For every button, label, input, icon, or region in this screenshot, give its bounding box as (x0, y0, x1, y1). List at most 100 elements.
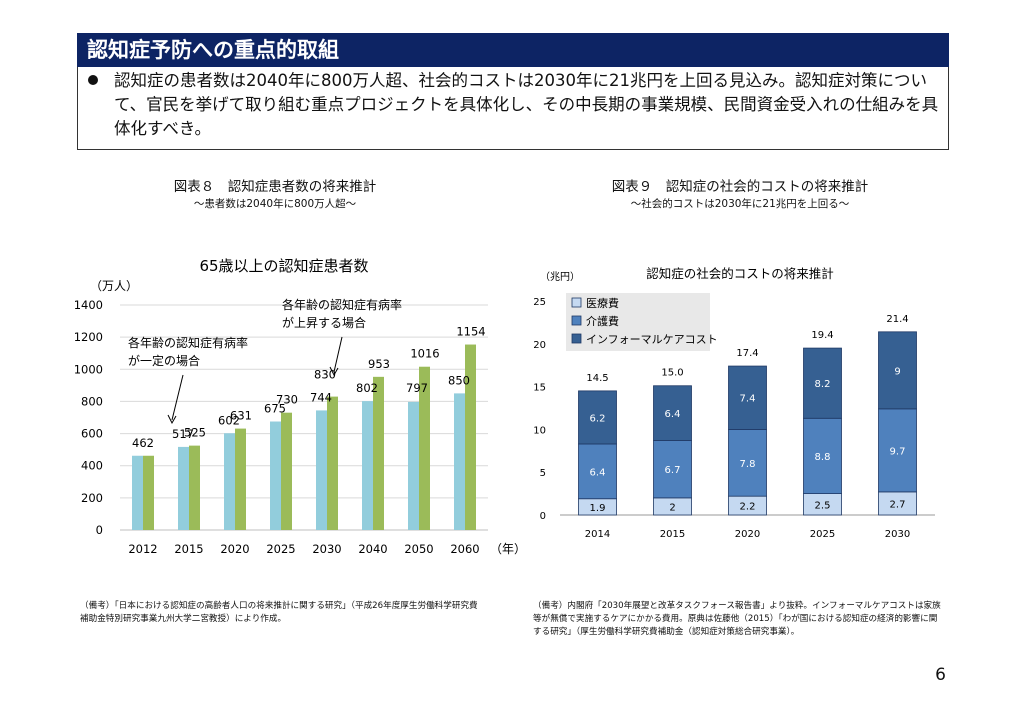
data-label: 8.8 (815, 452, 831, 463)
y-tick-label: 800 (81, 394, 103, 408)
figure8-note: （備考）「日本における認知症の高齢者人口の将来推計に関する研究」（平成26年度厚… (80, 601, 478, 624)
total-label: 15.0 (661, 368, 683, 379)
y-tick-label: 1200 (74, 330, 103, 344)
data-label: 802 (356, 381, 378, 395)
bar-care-2015 (653, 440, 692, 499)
legend-swatch-informal (571, 333, 582, 344)
legend-swatch-care (571, 315, 582, 326)
data-label: 602 (218, 413, 240, 427)
data-label: 8.2 (815, 379, 831, 390)
bar-rising-2012 (143, 455, 154, 530)
y-tick-label: 25 (533, 297, 546, 308)
bar-rising-2015 (189, 445, 200, 530)
y-tick-label: 5 (540, 468, 546, 479)
data-label: 9 (894, 366, 900, 377)
bar-constant-2040 (362, 401, 373, 530)
x-tick-label: 2040 (358, 542, 387, 556)
data-label: 953 (368, 357, 390, 371)
total-label: 17.4 (736, 348, 758, 359)
y-tick-label: 0 (540, 511, 546, 522)
annotation-arrow-rising (333, 336, 343, 373)
bar-constant-2030 (316, 410, 327, 530)
data-label: 6.4 (665, 409, 681, 420)
figure9-subtitle: ～社会的コストは2030年に21兆円を上回る～ (630, 198, 850, 210)
y-tick-label: 1000 (74, 362, 103, 376)
bar-care-2014 (578, 443, 617, 500)
y-tick-label: 20 (533, 340, 546, 351)
x-tick-label: 2030 (885, 529, 910, 540)
data-label: 6.4 (590, 467, 606, 478)
x-axis-label: （年） (490, 542, 526, 556)
bar-care-2020 (728, 428, 767, 497)
annotation-arrowhead-constant (167, 414, 177, 425)
bar-rising-2050 (419, 366, 430, 530)
annotation-constant-line2: が一定の場合 (128, 353, 200, 368)
total-label: 21.4 (886, 314, 908, 325)
annotation-arrow-constant (171, 374, 184, 421)
bar-constant-2015 (178, 446, 189, 530)
x-tick-label: 2015 (174, 542, 203, 556)
page-number: 6 (935, 665, 946, 685)
bar-informal-2014 (578, 390, 617, 445)
annotation-rising-line2: が上昇する場合 (282, 315, 366, 330)
legend-label-care: 介護費 (586, 314, 619, 328)
data-label: 9.7 (890, 446, 906, 457)
data-label: 2.5 (815, 500, 831, 511)
x-tick-label: 2050 (404, 542, 433, 556)
x-tick-label: 2014 (585, 529, 610, 540)
annotation-arrowhead-rising (329, 366, 339, 377)
annotation-rising-line1: 各年齢の認知症有病率 (282, 297, 402, 312)
bar-constant-2020 (224, 433, 235, 530)
figure9-note: （備考）内閣府「2030年展望と改革タスクフォース報告書」より抜粋。インフォーマ… (533, 601, 941, 637)
data-label: 525 (184, 426, 206, 440)
x-tick-label: 2020 (735, 529, 760, 540)
bar-care-2025 (803, 417, 842, 495)
x-tick-label: 2020 (220, 542, 249, 556)
bullet-icon (88, 75, 98, 85)
legend-box (566, 293, 710, 351)
figure8-title: 図表８ 認知症患者数の将来推計 (173, 179, 377, 195)
data-label: 2.7 (890, 499, 906, 510)
page-title: 認知症予防への重点的取組 (77, 33, 949, 67)
x-tick-label: 2025 (266, 542, 295, 556)
bar-constant-2060 (454, 393, 465, 530)
legend-label-informal: インフォーマルケアコスト (586, 333, 718, 346)
y-tick-label: 600 (81, 427, 103, 441)
bar-informal-2015 (653, 385, 692, 441)
data-label: 6.2 (590, 413, 606, 424)
y-tick-label: 200 (81, 491, 103, 505)
data-label: 1016 (410, 347, 439, 361)
bar-constant-2012 (132, 455, 143, 530)
x-tick-label: 2015 (660, 529, 685, 540)
summary-box: 認知症の患者数は2040年に800万人超、社会的コストは2030年に21兆円を上… (77, 67, 949, 150)
y-tick-label: 10 (533, 425, 546, 436)
bar-constant-2050 (408, 401, 419, 530)
data-label: 1.9 (590, 503, 606, 514)
y-axis-label: （兆円） (540, 271, 580, 283)
cost-chart: 認知症の社会的コストの将来推計（兆円）05101520251.96.46.214… (533, 266, 935, 540)
bar-informal-2020 (728, 365, 767, 430)
bar-rising-2025 (281, 412, 292, 530)
y-tick-label: 0 (96, 523, 103, 537)
patients-chart: 65歳以上の認知症患者数 （万人） 0 200 400 600 800 1000 1200 140… (74, 257, 526, 556)
x-tick-label: 2025 (810, 529, 835, 540)
data-label: 744 (310, 390, 332, 404)
chart-title: 65歳以上の認知症患者数 (199, 257, 368, 275)
bar-rising-2040 (373, 376, 384, 530)
data-label: 2 (669, 502, 675, 513)
bar-rising-2020 (235, 428, 246, 530)
figure8-subtitle: ～患者数は2040年に800万人超～ (193, 198, 357, 210)
y-tick-label: 15 (533, 383, 546, 394)
figure9-title: 図表９ 認知症の社会的コストの将来推計 (611, 179, 869, 195)
data-label: 517 (172, 427, 194, 441)
y-tick-label: 400 (81, 459, 103, 473)
legend-label-medical: 医療費 (586, 296, 619, 310)
data-label: 797 (406, 381, 428, 395)
summary-text: 認知症の患者数は2040年に800万人超、社会的コストは2030年に21兆円を上… (114, 71, 939, 138)
data-label: 462 (132, 436, 154, 450)
x-tick-label: 2012 (128, 542, 157, 556)
bar-informal-2030 (878, 331, 917, 410)
total-label: 14.5 (586, 373, 608, 384)
data-label: 7.8 (740, 459, 756, 470)
y-axis-label: （万人） (90, 279, 138, 293)
